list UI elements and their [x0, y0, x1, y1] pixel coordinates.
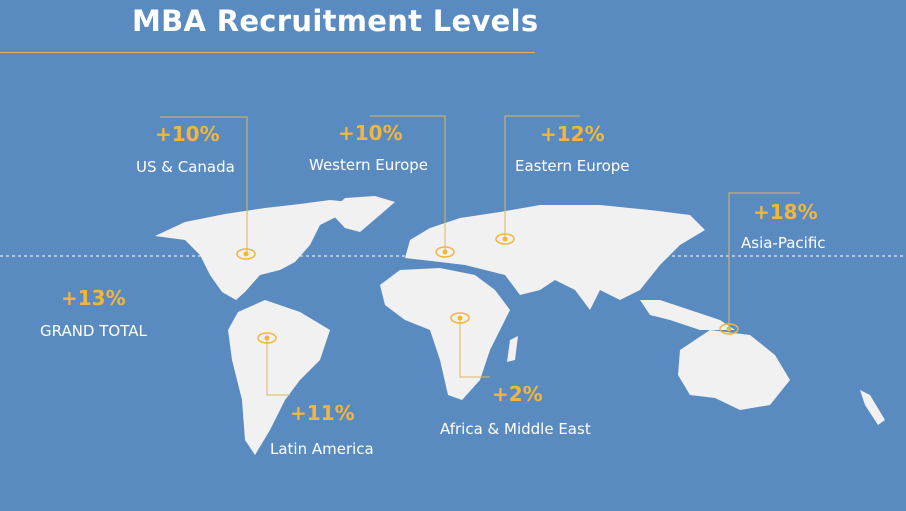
africa-middle-east-label: Africa & Middle East: [440, 420, 591, 438]
southeast-asia: [640, 300, 735, 330]
leader-lines: [160, 115, 800, 396]
madagascar: [507, 336, 518, 362]
continents: [155, 196, 885, 455]
marker-latin-america: [257, 332, 277, 344]
latin-america-label: Latin America: [270, 440, 374, 458]
eastern-europe-change: +12%: [540, 122, 605, 146]
australia: [678, 330, 790, 410]
europe-asia: [405, 205, 705, 310]
africa: [380, 268, 510, 400]
asia-pacific-change: +18%: [753, 200, 818, 224]
africa-middle-east-change: +2%: [492, 382, 543, 406]
grand-total-label: GRAND TOTAL: [40, 322, 147, 340]
south-america: [228, 300, 330, 455]
grand-total-change: +13%: [61, 286, 126, 310]
marker-asia-pacific: [719, 323, 739, 335]
eastern-europe-label: Eastern Europe: [515, 157, 630, 175]
us-canada-change: +10%: [155, 122, 220, 146]
greenland: [330, 196, 395, 232]
marker-us: [236, 248, 256, 260]
title-divider: [0, 52, 535, 53]
new-zealand: [860, 390, 885, 425]
us-canada-label: US & Canada: [136, 158, 235, 176]
marker-africa: [450, 312, 470, 324]
marker-eastern-europe: [495, 233, 515, 245]
north-america: [155, 200, 360, 300]
marker-western-europe: [435, 246, 455, 258]
western-europe-change: +10%: [338, 121, 403, 145]
western-europe-label: Western Europe: [309, 156, 429, 174]
page-title: MBA Recruitment Levels: [132, 4, 539, 38]
asia-pacific-label: Asia-Pacific: [741, 234, 826, 252]
latin-america-change: +11%: [290, 401, 355, 425]
location-markers: [236, 233, 739, 344]
